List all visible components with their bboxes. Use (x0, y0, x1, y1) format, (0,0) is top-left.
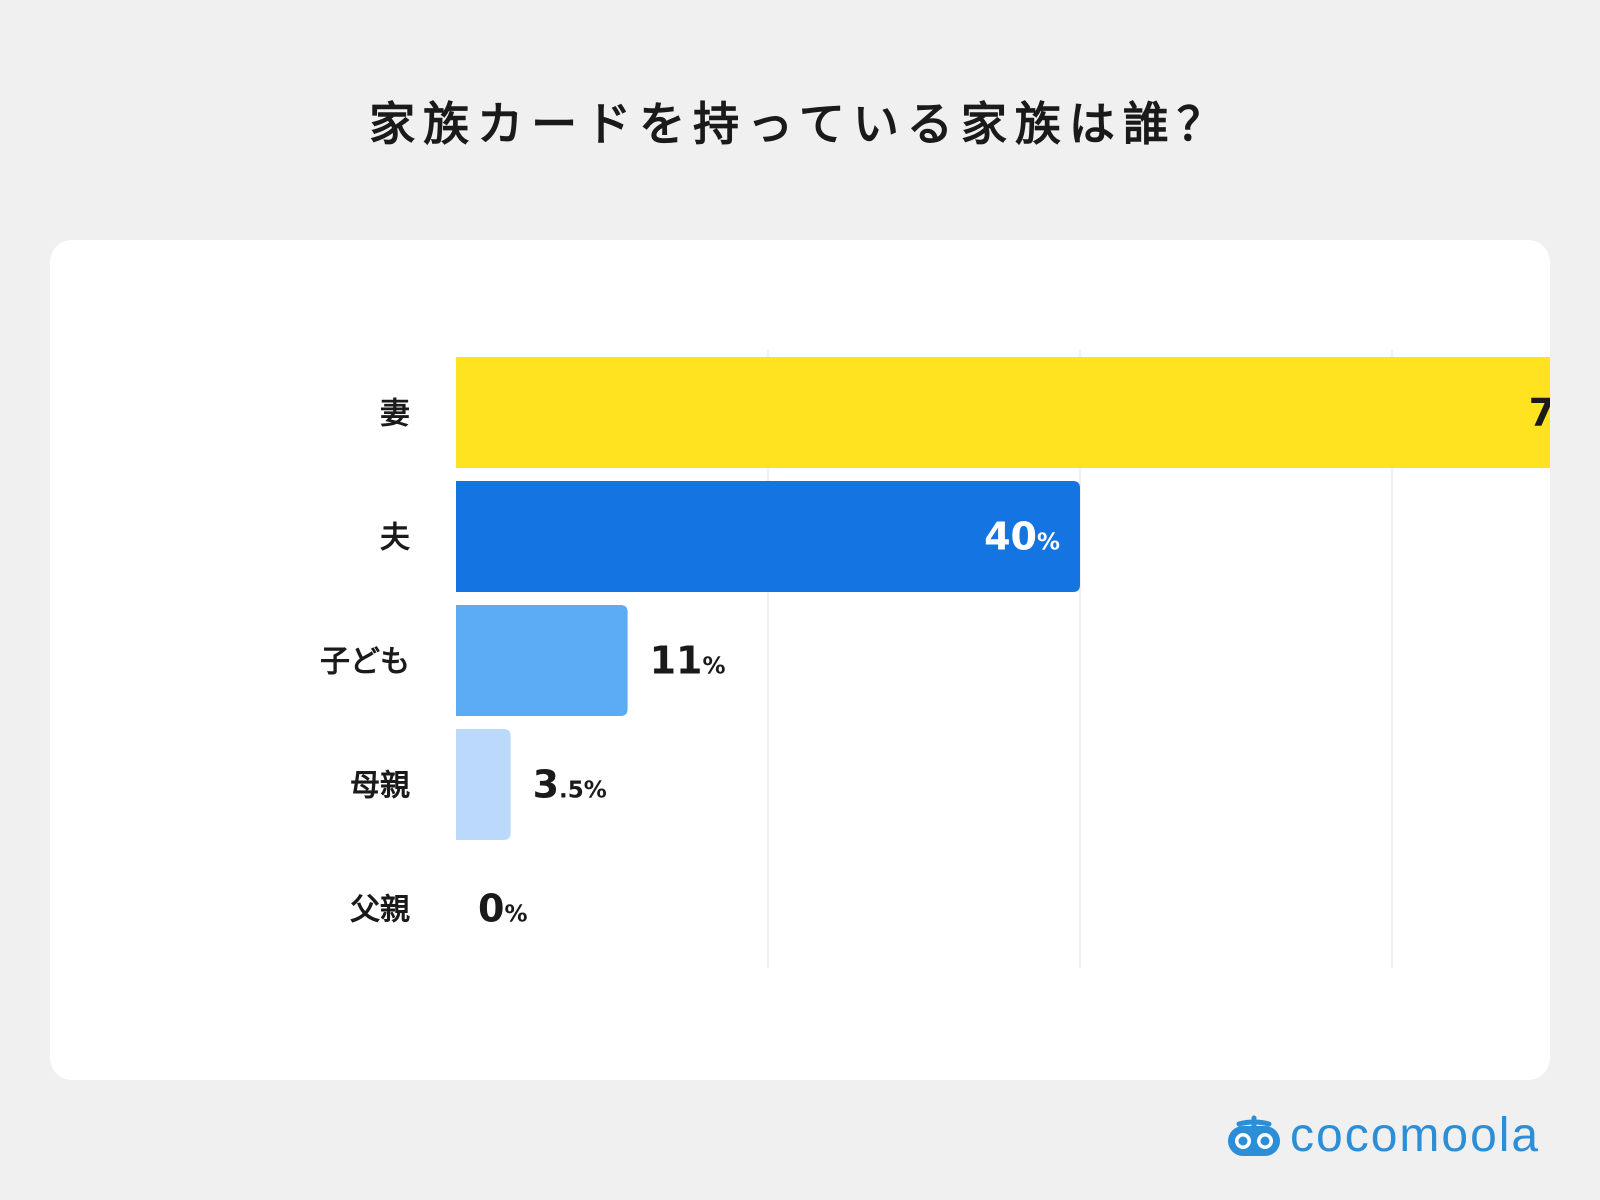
bar (456, 357, 1550, 468)
category-label: 父親 (350, 893, 410, 928)
category-label: 妻 (380, 397, 410, 432)
bar (456, 729, 511, 840)
brand-logo: cocomoola (1226, 1109, 1552, 1166)
bar (456, 605, 628, 716)
bar-chart: 妻 76.5% 夫 40% 子ども 11% 母親 3.5% 父親 0% (320, 350, 1550, 968)
value-label: 0% (478, 887, 528, 931)
brand-name: cocomoola (1290, 1109, 1541, 1162)
category-label: 夫 (380, 521, 411, 556)
chart-card: 妻 76.5% 夫 40% 子ども 11% 母親 3.5% 父親 0% (50, 240, 1550, 1080)
value-label: 3.5% (533, 763, 607, 807)
value-label: 11% (650, 639, 726, 683)
bar (456, 481, 1080, 592)
category-label: 子ども (320, 645, 410, 680)
category-label: 母親 (350, 769, 410, 804)
value-label: 76.5% (1529, 391, 1550, 435)
cocomoola-logo-icon (1228, 1115, 1280, 1156)
value-label: 40% (984, 515, 1060, 559)
page-title: 家族カードを持っている家族は誰？ (369, 97, 1231, 151)
